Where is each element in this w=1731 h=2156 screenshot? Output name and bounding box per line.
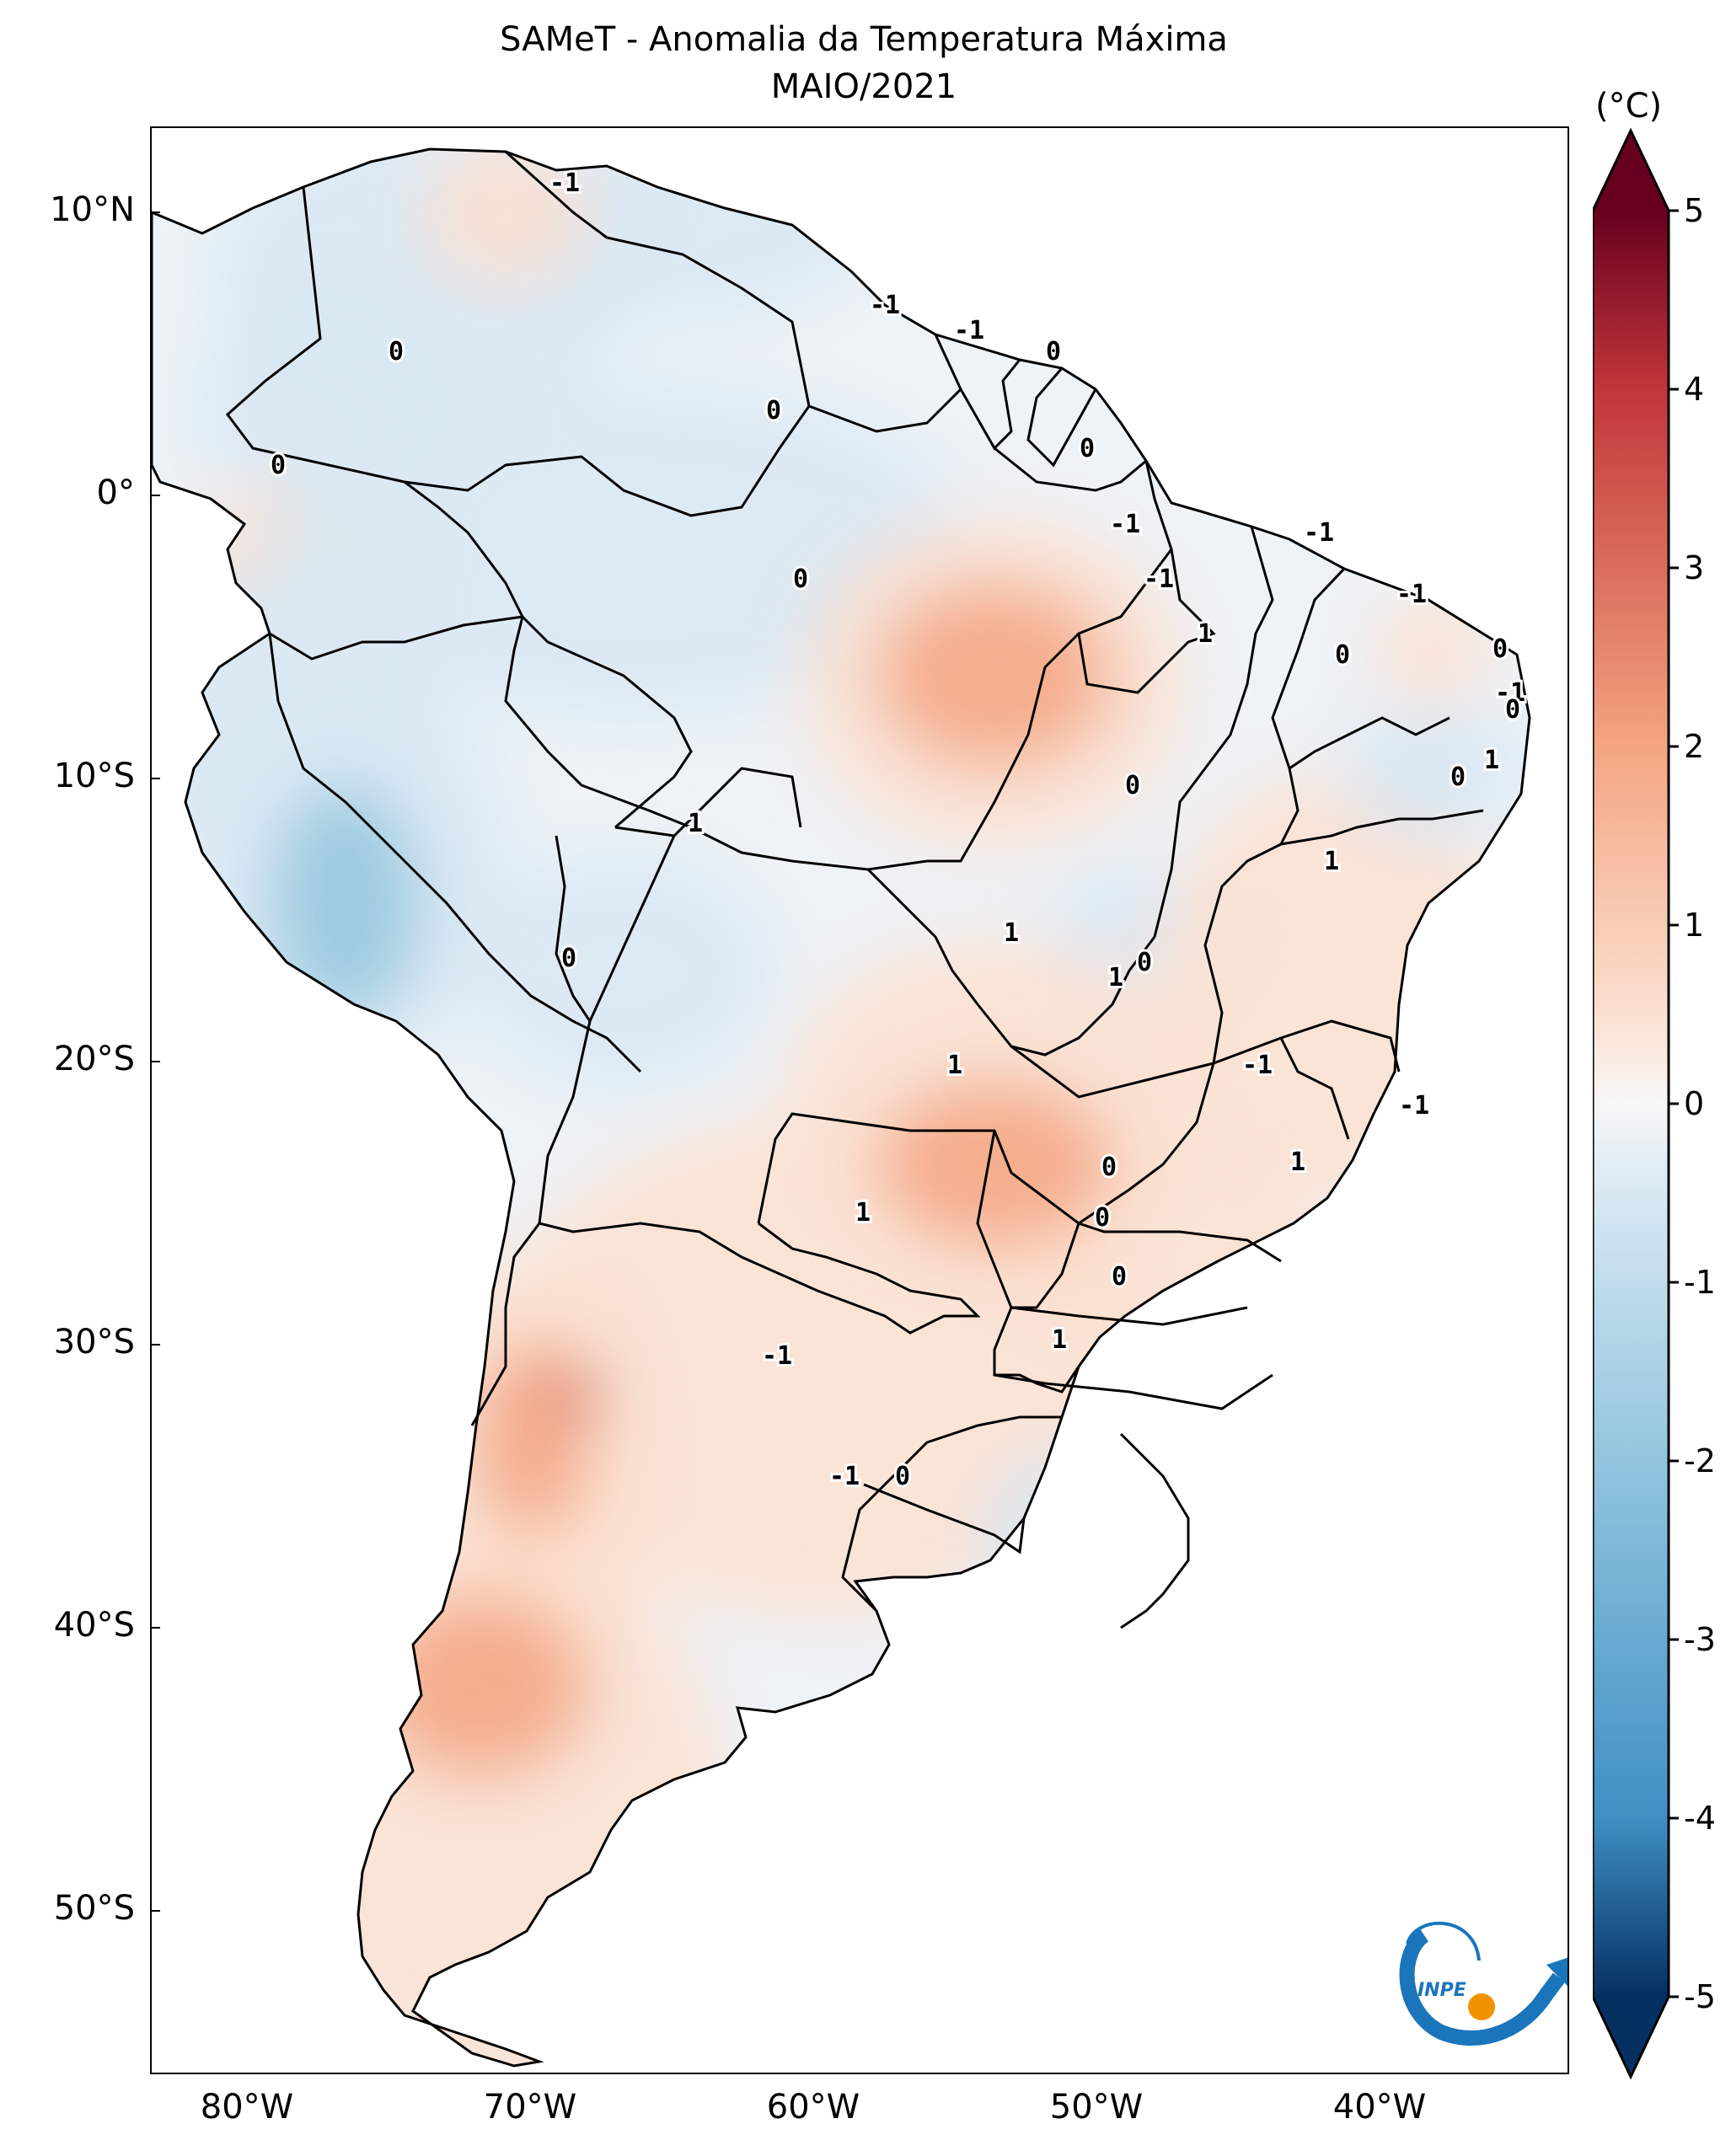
colorbar-max-extension [1593,131,1669,211]
contour-label: -1 [1399,1091,1429,1121]
contour-label: 0 [561,944,576,973]
contour-label: -1 [1110,510,1140,539]
longitude-label: 70°W [483,2088,577,2127]
contour-label: -1 [870,291,900,320]
contour-label: -1 [1304,518,1334,548]
contour-label: 0 [271,451,286,480]
latitude-label: 10°N [50,190,135,229]
contour-label: -1 [1396,580,1427,609]
latitude-label: 0° [96,473,135,512]
colorbar-tick-label: -1 [1684,1264,1716,1301]
map-panel: -1 -1 -1 0 0 0 0 0 -1 0 -1 -1 -1 1 0 0 -1 0 1 0 0 1 1 1 0 0 1 1 -1 -1… [150,126,1569,2074]
colorbar-tick-label: -4 [1684,1800,1716,1837]
temperature-anomaly-field [152,149,1530,2066]
longitude-label: 80°W [200,2088,294,2127]
map-title: SAMeT - Anomalia da Temperatura Máxima [500,20,1228,59]
contour-label: -1 [829,1462,860,1491]
colorbar-tick-label: -2 [1684,1442,1716,1479]
latitude-axis [152,211,160,1912]
contour-label: 0 [766,396,781,425]
contour-label: -1 [1144,564,1174,594]
contour-label: -1 [1495,678,1525,708]
contour-label: 0 [1046,337,1061,366]
contour-label: 0 [895,1462,910,1491]
colorbar-tick-label: 4 [1684,371,1704,408]
colorbar: 5 4 3 2 1 0 -1 -2 -3 -4 -5 [1593,127,1716,2080]
contour-label: 0 [1335,640,1350,670]
contour-label: 1 [1052,1325,1067,1355]
contour-label: 0 [1095,1203,1110,1233]
contour-label: 1 [1324,847,1339,876]
latitude-label: 40°S [53,1606,135,1645]
contour-label: 1 [1108,963,1123,992]
contour-label: 0 [389,337,404,366]
contour-label: 1 [688,809,703,838]
contour-label: 0 [1101,1153,1117,1182]
contour-label: 1 [855,1198,871,1228]
contour-label: -1 [762,1341,792,1371]
contour-label: 0 [1125,771,1140,800]
colorbar-tick-label: -5 [1684,1978,1716,2015]
contour-label: -1 [954,316,984,345]
colorbar-min-extension [1593,1997,1669,2077]
latitude-label: 10°S [53,757,135,795]
contour-label: 0 [1505,695,1520,725]
country-borders [152,147,1531,2068]
contour-label: -1 [549,169,580,198]
contour-label: 1 [1004,918,1019,948]
colorbar-tick-label: 5 [1684,192,1704,229]
latitude-label: 30°S [53,1323,135,1362]
colorbar-tick-label: 3 [1684,549,1704,586]
colorbar-unit: (°C) [1595,87,1663,126]
contour-label: 1 [1198,619,1213,649]
longitude-label: 60°W [766,2088,860,2127]
contour-label: 1 [1290,1148,1305,1177]
contour-label: 1 [1484,746,1499,775]
colorbar-gradient [1593,211,1669,1997]
colorbar-tick-label: 0 [1684,1085,1704,1122]
contour-label: 1 [947,1051,962,1080]
contour-label: 0 [1137,948,1152,977]
latitude-label: 20°S [53,1040,135,1078]
colorbar-tick-label: 2 [1684,728,1704,765]
contour-label: -1 [1242,1051,1273,1080]
colorbar-tick-label: 1 [1684,907,1704,944]
colorbar-tick-label: -3 [1684,1621,1716,1658]
inpe-logo: INPE [1399,1921,1568,2046]
longitude-label: 40°W [1332,2088,1427,2127]
contour-label: 0 [1450,762,1466,792]
contour-label: 0 [1080,434,1095,463]
logo-text: INPE [1417,1980,1466,2001]
latitude-label: 50°S [53,1889,135,1928]
longitude-label: 50°W [1049,2088,1144,2127]
contour-label: 0 [1493,634,1508,664]
map-subtitle: MAIO/2021 [770,67,957,106]
contour-label: 0 [1112,1262,1127,1292]
contour-label: 0 [793,564,808,594]
